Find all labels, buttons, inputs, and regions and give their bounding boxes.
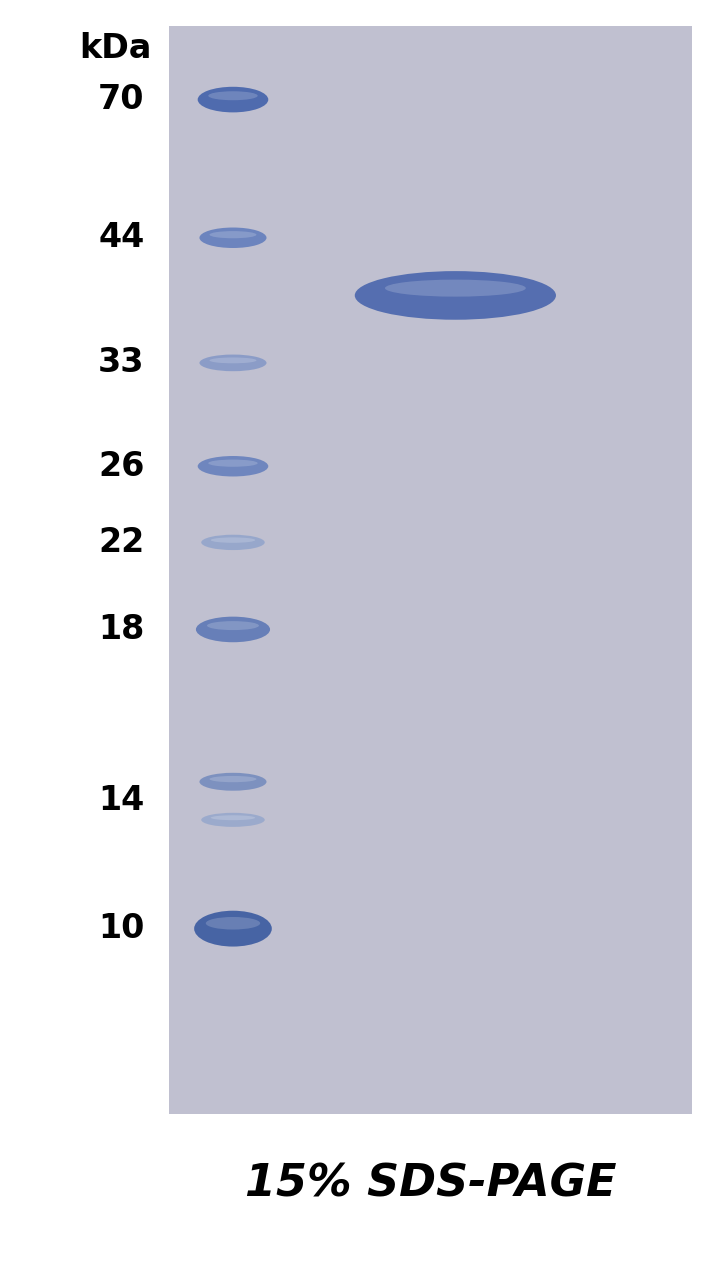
Bar [169, 26, 692, 1114]
Text: 14: 14 [98, 783, 145, 817]
Ellipse shape [201, 535, 265, 550]
Ellipse shape [201, 813, 265, 827]
Text: 10: 10 [98, 913, 145, 945]
Ellipse shape [206, 916, 260, 929]
Ellipse shape [211, 815, 256, 820]
Ellipse shape [196, 617, 270, 643]
Ellipse shape [200, 773, 267, 791]
Text: 15% SDS-PAGE: 15% SDS-PAGE [245, 1162, 616, 1206]
Text: 22: 22 [98, 526, 145, 559]
Ellipse shape [208, 460, 258, 467]
Text: 26: 26 [98, 449, 145, 483]
Text: 18: 18 [98, 613, 145, 646]
Ellipse shape [200, 228, 267, 248]
Text: 44: 44 [98, 221, 145, 255]
Ellipse shape [208, 91, 258, 100]
Ellipse shape [198, 87, 268, 113]
Ellipse shape [210, 357, 256, 364]
Ellipse shape [355, 271, 556, 320]
Ellipse shape [385, 279, 526, 297]
Ellipse shape [198, 456, 268, 476]
Ellipse shape [200, 355, 267, 371]
Ellipse shape [210, 232, 256, 238]
Ellipse shape [194, 911, 272, 947]
Ellipse shape [207, 621, 259, 630]
Ellipse shape [211, 538, 256, 543]
Text: kDa: kDa [79, 32, 152, 65]
Text: 70: 70 [98, 83, 145, 116]
Ellipse shape [210, 776, 256, 782]
Text: 33: 33 [98, 347, 145, 379]
